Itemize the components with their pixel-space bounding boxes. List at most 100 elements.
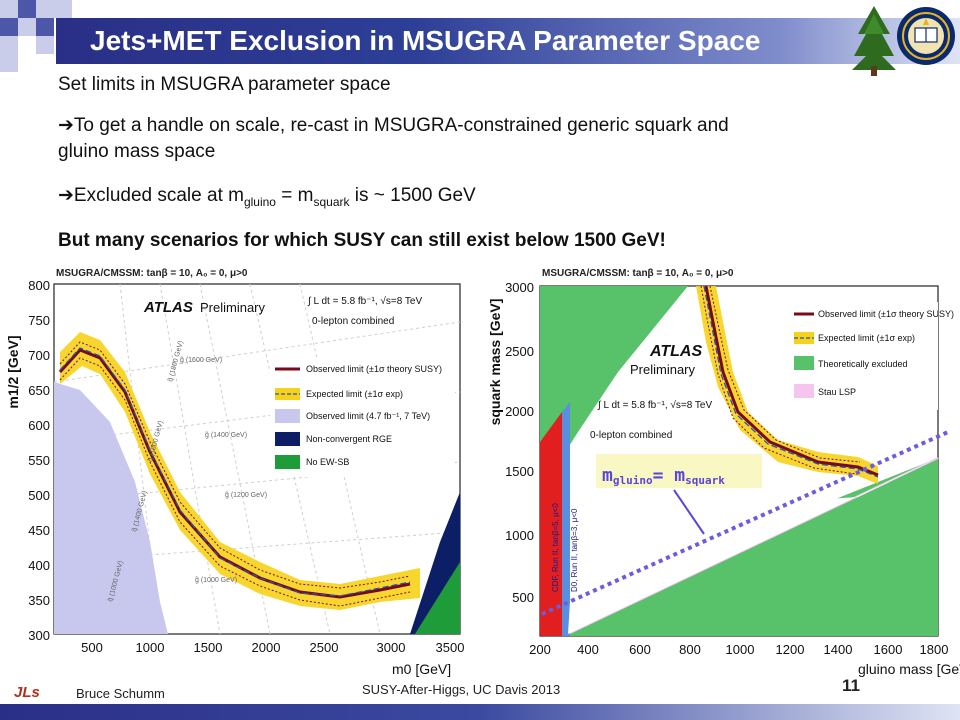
slide-title: Jets+MET Exclusion in MSUGRA Parameter S… (90, 25, 761, 56)
left-lumi-label: ∫ L dt = 5.8 fb⁻¹, √s=8 TeV (307, 295, 422, 307)
line3-post: is ~ 1500 GeV (349, 185, 476, 206)
left-x-tick: 3000 (377, 640, 406, 655)
left-legend-entry: Expected limit (±1σ exp) (306, 389, 403, 399)
right-y-label: squark mass [GeV] (487, 299, 503, 426)
left-y-tick: 800 (28, 278, 50, 293)
right-x-tick: 1600 (874, 642, 903, 657)
left-y-tick: 450 (28, 523, 50, 538)
right-legend-entry: Stau LSP (818, 387, 856, 397)
annot-m1: m (602, 465, 613, 486)
right-lumi-label: ∫ L dt = 5.8 fb⁻¹, √s=8 TeV (597, 399, 712, 411)
corner-square (0, 0, 18, 18)
left-x-tick: 3500 (436, 640, 465, 655)
line3-pre: Excluded scale at m (73, 185, 244, 206)
footer-author: Bruce Schumm (76, 686, 165, 701)
corner-square (18, 0, 36, 18)
right-plot-header: MSUGRA/CMSSM: tanβ = 10, A₀ = 0, μ>0 (542, 268, 734, 279)
right-legend-entry: Theoretically excluded (818, 359, 908, 369)
right-x-tick: 1200 (776, 642, 805, 657)
right-y-tick: 2500 (505, 344, 534, 359)
right-legend-entry: Expected limit (±1σ exp) (818, 333, 915, 343)
line3-sub-gluino: gluino (243, 194, 276, 209)
left-legend-entry: No EW-SB (306, 457, 349, 467)
left-contour-label: g̃ (1200 GeV) (225, 492, 267, 499)
bullet-line-2-cont: gluino mass space (58, 141, 216, 162)
right-channel-label: 0-lepton combined (590, 430, 672, 441)
cdf-label: CDF, Run II, tanβ=5, μ<0 (551, 503, 560, 592)
left-legend-entry: Observed limit (±1σ theory SUSY) (306, 364, 442, 374)
annot-sub-gluino: gluino (613, 474, 653, 487)
corner-square (36, 36, 54, 54)
left-y-tick: 300 (28, 628, 50, 643)
left-plot-svg: MSUGRA/CMSSM: tanβ = 10, A₀ = 0, μ>0 ATL… (5, 268, 465, 677)
left-contour-label: g̃ (1000 GeV) (195, 577, 237, 584)
line3-mid: = m (275, 185, 314, 206)
right-y-tick: 500 (512, 590, 534, 605)
left-contour-label: g̃ (1400 GeV) (205, 432, 247, 439)
left-plot: MSUGRA/CMSSM: tanβ = 10, A₀ = 0, μ>0 ATL… (0, 262, 470, 682)
left-x-tick: 2500 (310, 640, 339, 655)
footer-logo: JLs (14, 684, 40, 701)
corner-square (36, 0, 54, 18)
left-legend-entry: Non-convergent RGE (306, 434, 392, 444)
right-legend-entry: Observed limit (±1σ theory SUSY) (818, 309, 954, 319)
footer-event: SUSY-After-Higgs, UC Davis 2013 (362, 682, 561, 697)
left-y-tick: 600 (28, 418, 50, 433)
right-y-tick: 1000 (505, 528, 534, 543)
left-y-label: m1/2 [GeV] (5, 335, 21, 408)
arrow-icon: ➔ (58, 114, 74, 136)
corner-square (0, 18, 18, 36)
right-y-tick: 3000 (505, 280, 534, 295)
left-x-tick: 2000 (252, 640, 281, 655)
left-x-tick: 1500 (194, 640, 223, 655)
left-x-label: m0 [GeV] (392, 661, 451, 677)
bullet-line-2: ➔To get a handle on scale, re-cast in MS… (58, 112, 938, 165)
left-y-tick: 350 (28, 593, 50, 608)
tree-logo-icon (852, 6, 896, 76)
bullet-line-1: Set limits in MSUGRA parameter space (58, 74, 391, 95)
left-atlas-label: ATLAS (143, 299, 193, 316)
right-plot-svg: MSUGRA/CMSSM: tanβ = 10, A₀ = 0, μ>0 ATL… (487, 268, 960, 677)
right-plot: MSUGRA/CMSSM: tanβ = 10, A₀ = 0, μ>0 ATL… (478, 262, 960, 682)
right-x-tick: 200 (529, 642, 551, 657)
right-atlas-label: ATLAS (649, 343, 702, 360)
annot-mid: = m (653, 465, 686, 486)
right-x-tick: 400 (577, 642, 599, 657)
left-x-tick: 1000 (136, 640, 165, 655)
bullet-line-2-text: To get a handle on scale, re-cast in MSU… (73, 115, 729, 136)
mass-equality-annotation: mgluino= msquark (602, 465, 725, 487)
right-prelim-label: Preliminary (630, 362, 696, 377)
left-legend-entry: Observed limit (4.7 fb⁻¹, 7 TeV) (306, 411, 430, 421)
line3-sub-squark: squark (313, 194, 350, 209)
footer-page-number: 11 (842, 676, 860, 695)
left-y-tick: 650 (28, 383, 50, 398)
left-x-tick: 500 (81, 640, 103, 655)
footer-bar (0, 704, 960, 720)
corner-square (36, 18, 54, 36)
right-y-tick: 1500 (505, 464, 534, 479)
left-y-tick: 500 (28, 488, 50, 503)
right-x-tick: 600 (629, 642, 651, 657)
right-x-tick: 1800 (920, 642, 949, 657)
corner-square (54, 0, 72, 18)
right-x-tick: 800 (679, 642, 701, 657)
annot-sub-squark: squark (685, 474, 725, 487)
corner-square (18, 18, 36, 36)
right-x-label: gluino mass [GeV] (858, 661, 960, 677)
right-y-tick: 2000 (505, 404, 534, 419)
left-contour-label: g̃ (1600 GeV) (180, 357, 222, 364)
right-x-tick: 1000 (726, 642, 755, 657)
bullet-line-4: But many scenarios for which SUSY can st… (58, 230, 666, 251)
arrow-icon: ➔ (58, 184, 74, 206)
left-y-tick: 400 (28, 558, 50, 573)
left-plot-header: MSUGRA/CMSSM: tanβ = 10, A₀ = 0, μ>0 (56, 268, 248, 279)
right-x-tick: 1400 (824, 642, 853, 657)
left-y-tick: 550 (28, 453, 50, 468)
bullet-line-3: ➔Excluded scale at mgluino = msquark is … (58, 182, 476, 215)
title-bar: Jets+MET Exclusion in MSUGRA Parameter S… (56, 18, 960, 64)
left-y-tick: 700 (28, 348, 50, 363)
d0-label: D0, Run II, tanβ=3, μ<0 (570, 508, 579, 592)
university-seal-icon (897, 7, 955, 65)
left-prelim-label: Preliminary (200, 300, 266, 315)
left-channel-label: 0-lepton combined (312, 316, 394, 327)
